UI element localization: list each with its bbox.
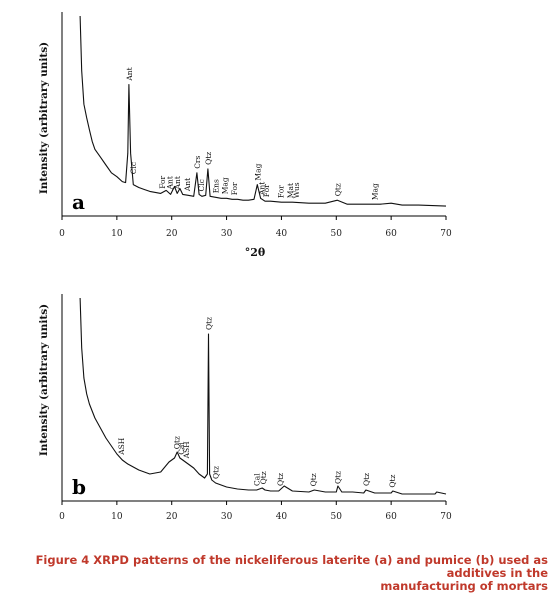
peak-label: Qtz xyxy=(333,183,342,196)
peak-label: Qtz xyxy=(173,436,182,449)
panel-a-chart: 0 10 20 30 40 50 60 70 Intensity (arbitrary unit… xyxy=(38,12,452,259)
peak-label: Ant xyxy=(125,67,134,81)
panel-label: a xyxy=(72,190,85,214)
pattern-line xyxy=(79,15,447,207)
x-tick-label: 30 xyxy=(221,512,233,522)
peak-label: Clc xyxy=(129,162,138,174)
peak-label: Clc xyxy=(197,179,206,191)
x-tick-label: 40 xyxy=(276,512,288,522)
peak-label: Qtz xyxy=(333,471,342,484)
x-tick-label: 50 xyxy=(331,229,343,239)
peak-label: Qtz xyxy=(388,475,397,488)
x-tick-label: 40 xyxy=(276,229,288,239)
x-tick-label: 60 xyxy=(385,229,397,239)
peak-label: Cal xyxy=(253,473,262,486)
y-axis-label: Intensity (arbitrary units) xyxy=(38,42,50,194)
peak-label: For xyxy=(262,184,271,197)
x-tick-label: 50 xyxy=(331,512,343,522)
peak-label: Qtz xyxy=(276,473,285,486)
x-tick-label: 70 xyxy=(440,229,452,239)
x-tick-label: 10 xyxy=(111,229,123,239)
peak-label: Mat xyxy=(286,183,295,198)
x-tick-label: 0 xyxy=(59,229,65,239)
peak-label: ASH xyxy=(117,437,126,456)
peak-label: Mag xyxy=(220,177,229,194)
peak-label: ASH xyxy=(182,441,191,460)
peak-label: Ant xyxy=(173,176,182,190)
x-tick-label: 10 xyxy=(111,512,123,522)
pattern-line xyxy=(79,297,447,495)
x-axis-label: °2θ xyxy=(245,246,266,259)
peak-label: Qtz xyxy=(309,473,318,486)
peak-label: Crs xyxy=(193,155,202,168)
x-tick-label: 30 xyxy=(221,229,233,239)
peak-label: Qtz xyxy=(259,471,268,484)
panel-b-chart: 0 10 20 30 40 50 60 70 Intensity (arbitrary unit… xyxy=(38,294,452,522)
peak-label: Qtz xyxy=(362,473,371,486)
peak-label: Qtz xyxy=(212,466,221,479)
panel-label: b xyxy=(72,475,86,499)
caption-line-1: Figure 4 XRPD patterns of the nickelifer… xyxy=(35,553,548,580)
peak-label: Ant xyxy=(183,178,192,192)
peak-label: For xyxy=(158,175,167,188)
peak-label: Qtz xyxy=(204,317,213,330)
x-tick-label: 20 xyxy=(166,512,178,522)
peak-label: Wus xyxy=(292,182,301,198)
peak-label: Ens xyxy=(212,179,221,193)
peak-label: Qtz xyxy=(204,152,213,165)
x-tick-label: 70 xyxy=(440,512,452,522)
y-axis-label: Intensity (arbitrary units) xyxy=(38,304,50,456)
peak-label: Ant xyxy=(258,182,267,196)
x-tick-label: 20 xyxy=(166,229,178,239)
caption-line-2: manufacturing of mortars xyxy=(380,579,548,593)
peak-label: Ant xyxy=(166,176,175,190)
peak-label: Mag xyxy=(253,163,262,180)
peak-label: For xyxy=(276,185,285,198)
peak-label: For xyxy=(230,182,239,195)
peak-label: Cal xyxy=(177,442,186,455)
x-tick-label: 60 xyxy=(385,512,397,522)
figure-caption: Figure 4 XRPD patterns of the nickelifer… xyxy=(0,554,548,593)
x-tick-label: 0 xyxy=(59,512,65,522)
peak-label: Mag xyxy=(371,183,380,200)
